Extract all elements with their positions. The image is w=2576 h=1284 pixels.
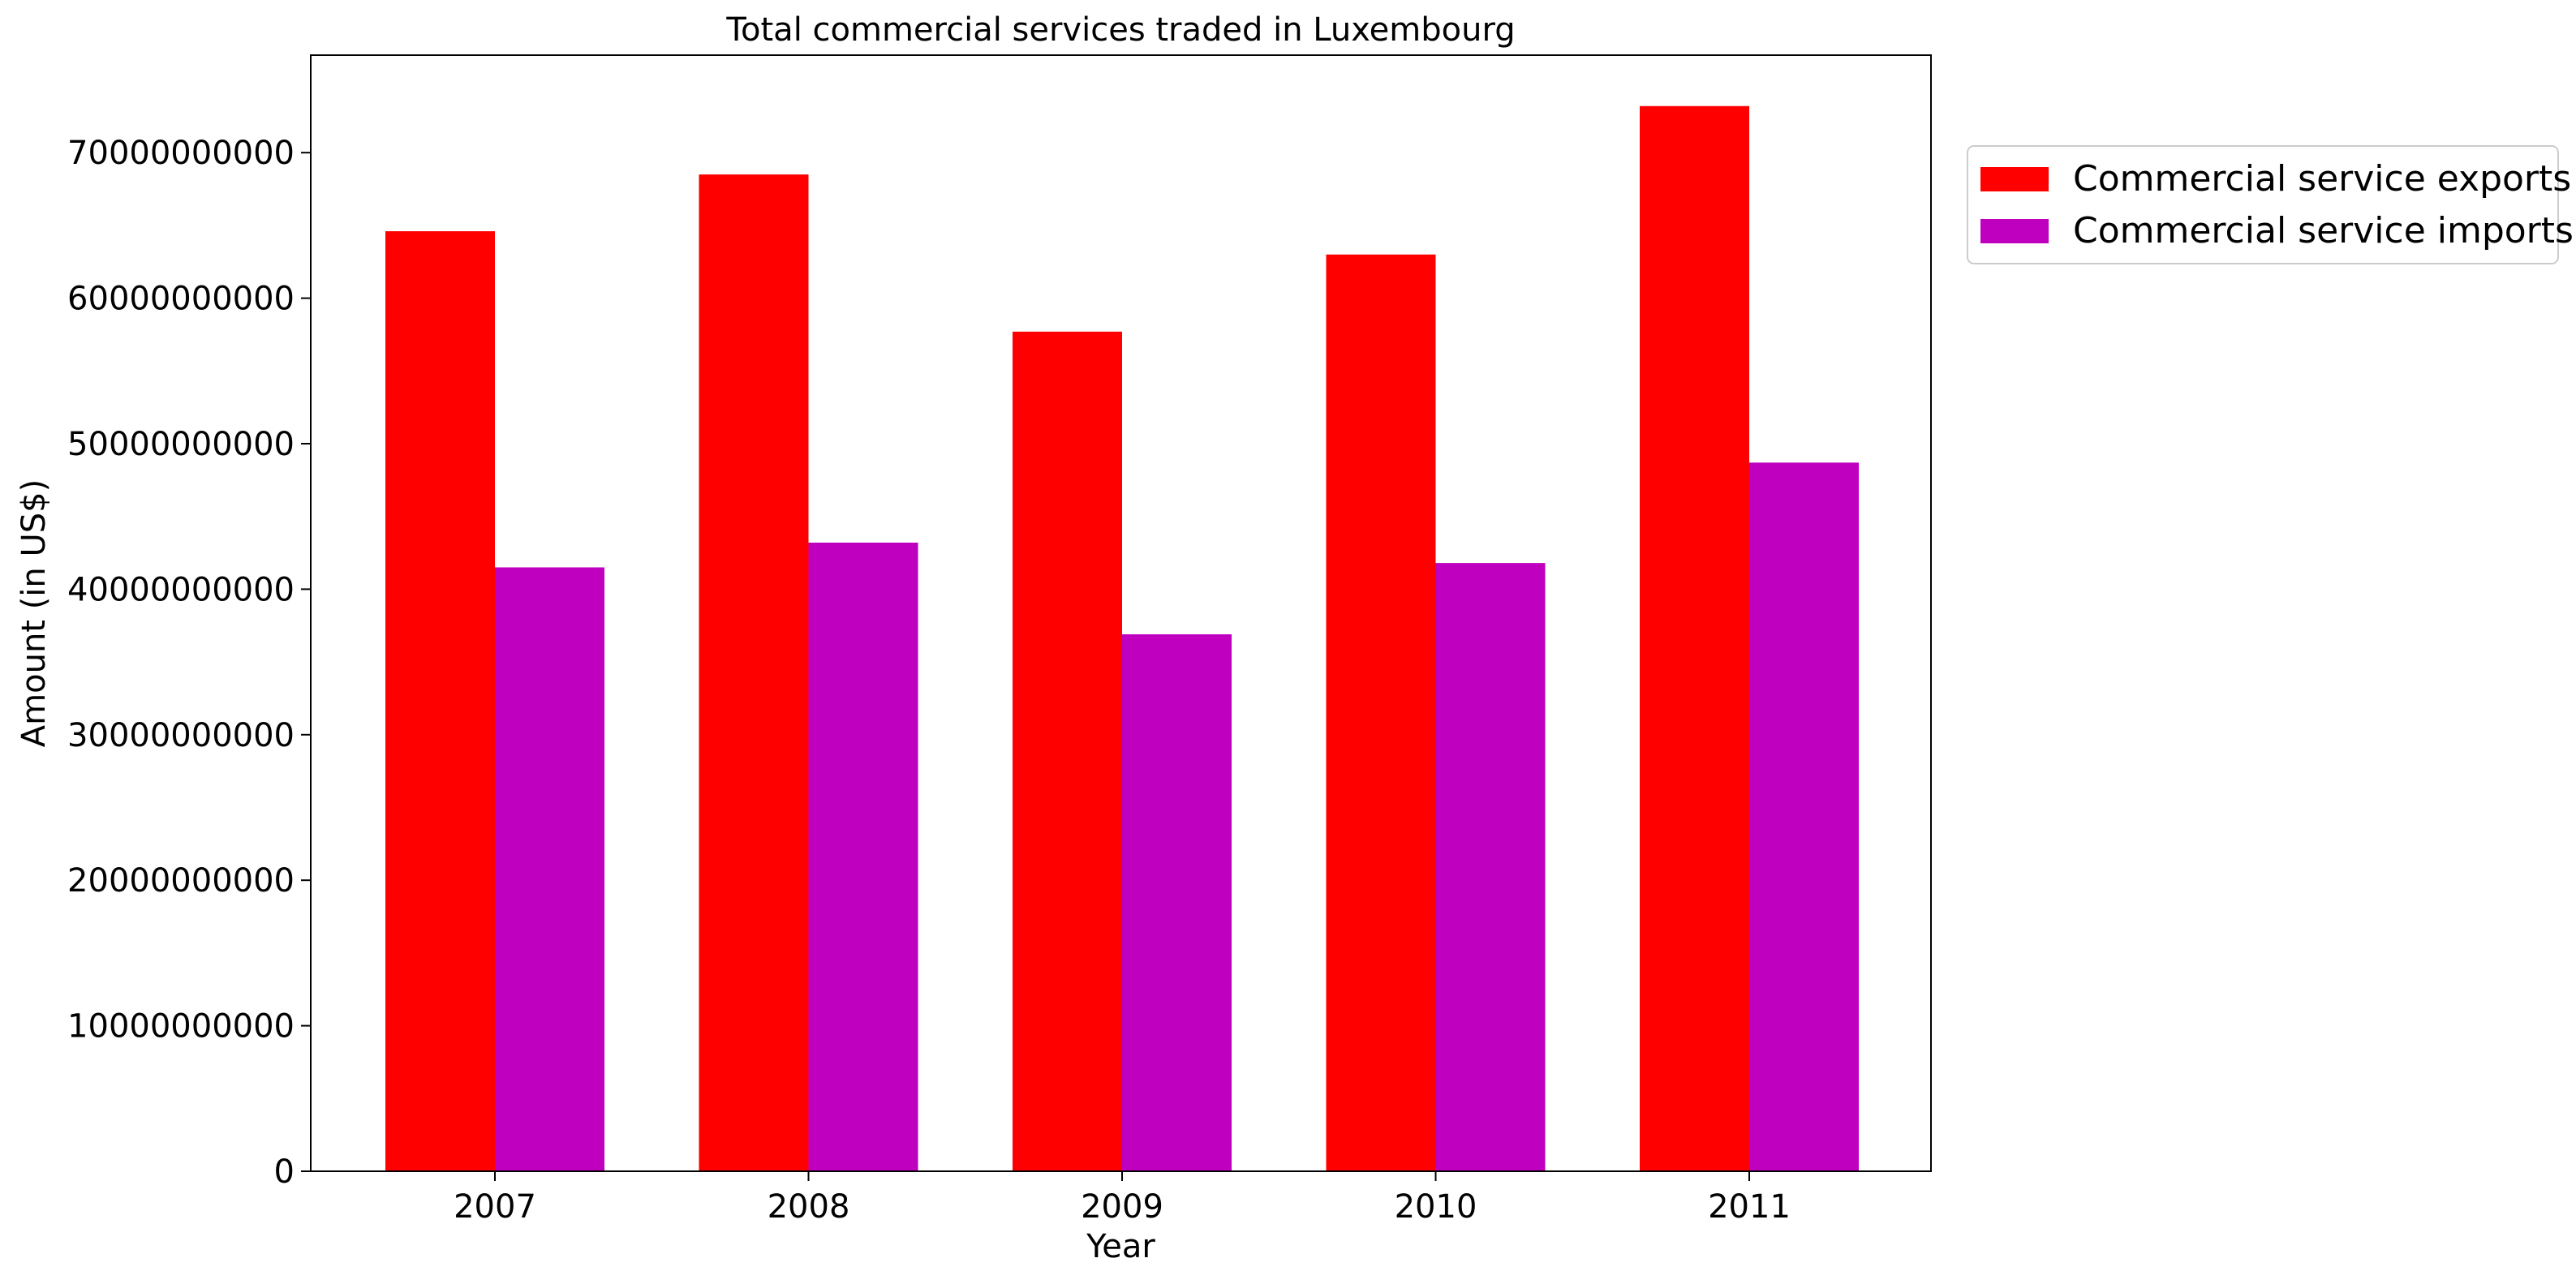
y-tick-label: 30000000000 <box>67 717 295 754</box>
legend-label-imports: Commercial service imports <box>2073 210 2574 251</box>
legend-label-exports: Commercial service exports <box>2073 158 2571 200</box>
legend-box <box>1967 145 2559 264</box>
bar-exports-2010 <box>1326 254 1436 1172</box>
y-axis-label: Amount (in US$) <box>15 479 53 747</box>
y-tick-label: 10000000000 <box>67 1008 295 1046</box>
x-tick-label-2008: 2008 <box>768 1188 850 1226</box>
y-tick-label: 0 <box>274 1153 295 1191</box>
y-tick-label: 40000000000 <box>67 571 295 608</box>
bar-imports-2008 <box>808 542 918 1171</box>
chart-title: Total commercial services traded in Luxe… <box>725 11 1515 49</box>
bar-imports-2011 <box>1749 462 1859 1171</box>
bar-exports-2011 <box>1640 105 1749 1172</box>
x-tick-label-2009: 2009 <box>1081 1188 1163 1226</box>
bar-exports-2009 <box>1013 331 1122 1172</box>
x-axis-label: Year <box>1086 1228 1155 1265</box>
plot-frame <box>310 54 1932 1172</box>
x-tick-label-2011: 2011 <box>1708 1188 1791 1226</box>
plot-area: 0 10000000000 20000000000 30000000000 400000… <box>67 54 1932 1226</box>
bar-imports-2007 <box>495 567 604 1171</box>
y-tick-label: 60000000000 <box>67 281 295 318</box>
bar-exports-2007 <box>385 231 495 1171</box>
y-tick-label: 20000000000 <box>67 862 295 900</box>
x-tick-label-2010: 2010 <box>1395 1188 1477 1226</box>
legend-swatch-exports <box>1980 167 2049 191</box>
y-tick-label: 70000000000 <box>67 135 295 172</box>
x-tick-label-2007: 2007 <box>454 1188 536 1226</box>
legend: Commercial service exports Commercial ser… <box>1967 145 2574 264</box>
bar-imports-2010 <box>1435 563 1546 1171</box>
bar-imports-2009 <box>1122 634 1232 1171</box>
legend-swatch-imports <box>1980 219 2049 243</box>
y-tick-label: 50000000000 <box>67 426 295 463</box>
bar-exports-2008 <box>699 174 809 1172</box>
